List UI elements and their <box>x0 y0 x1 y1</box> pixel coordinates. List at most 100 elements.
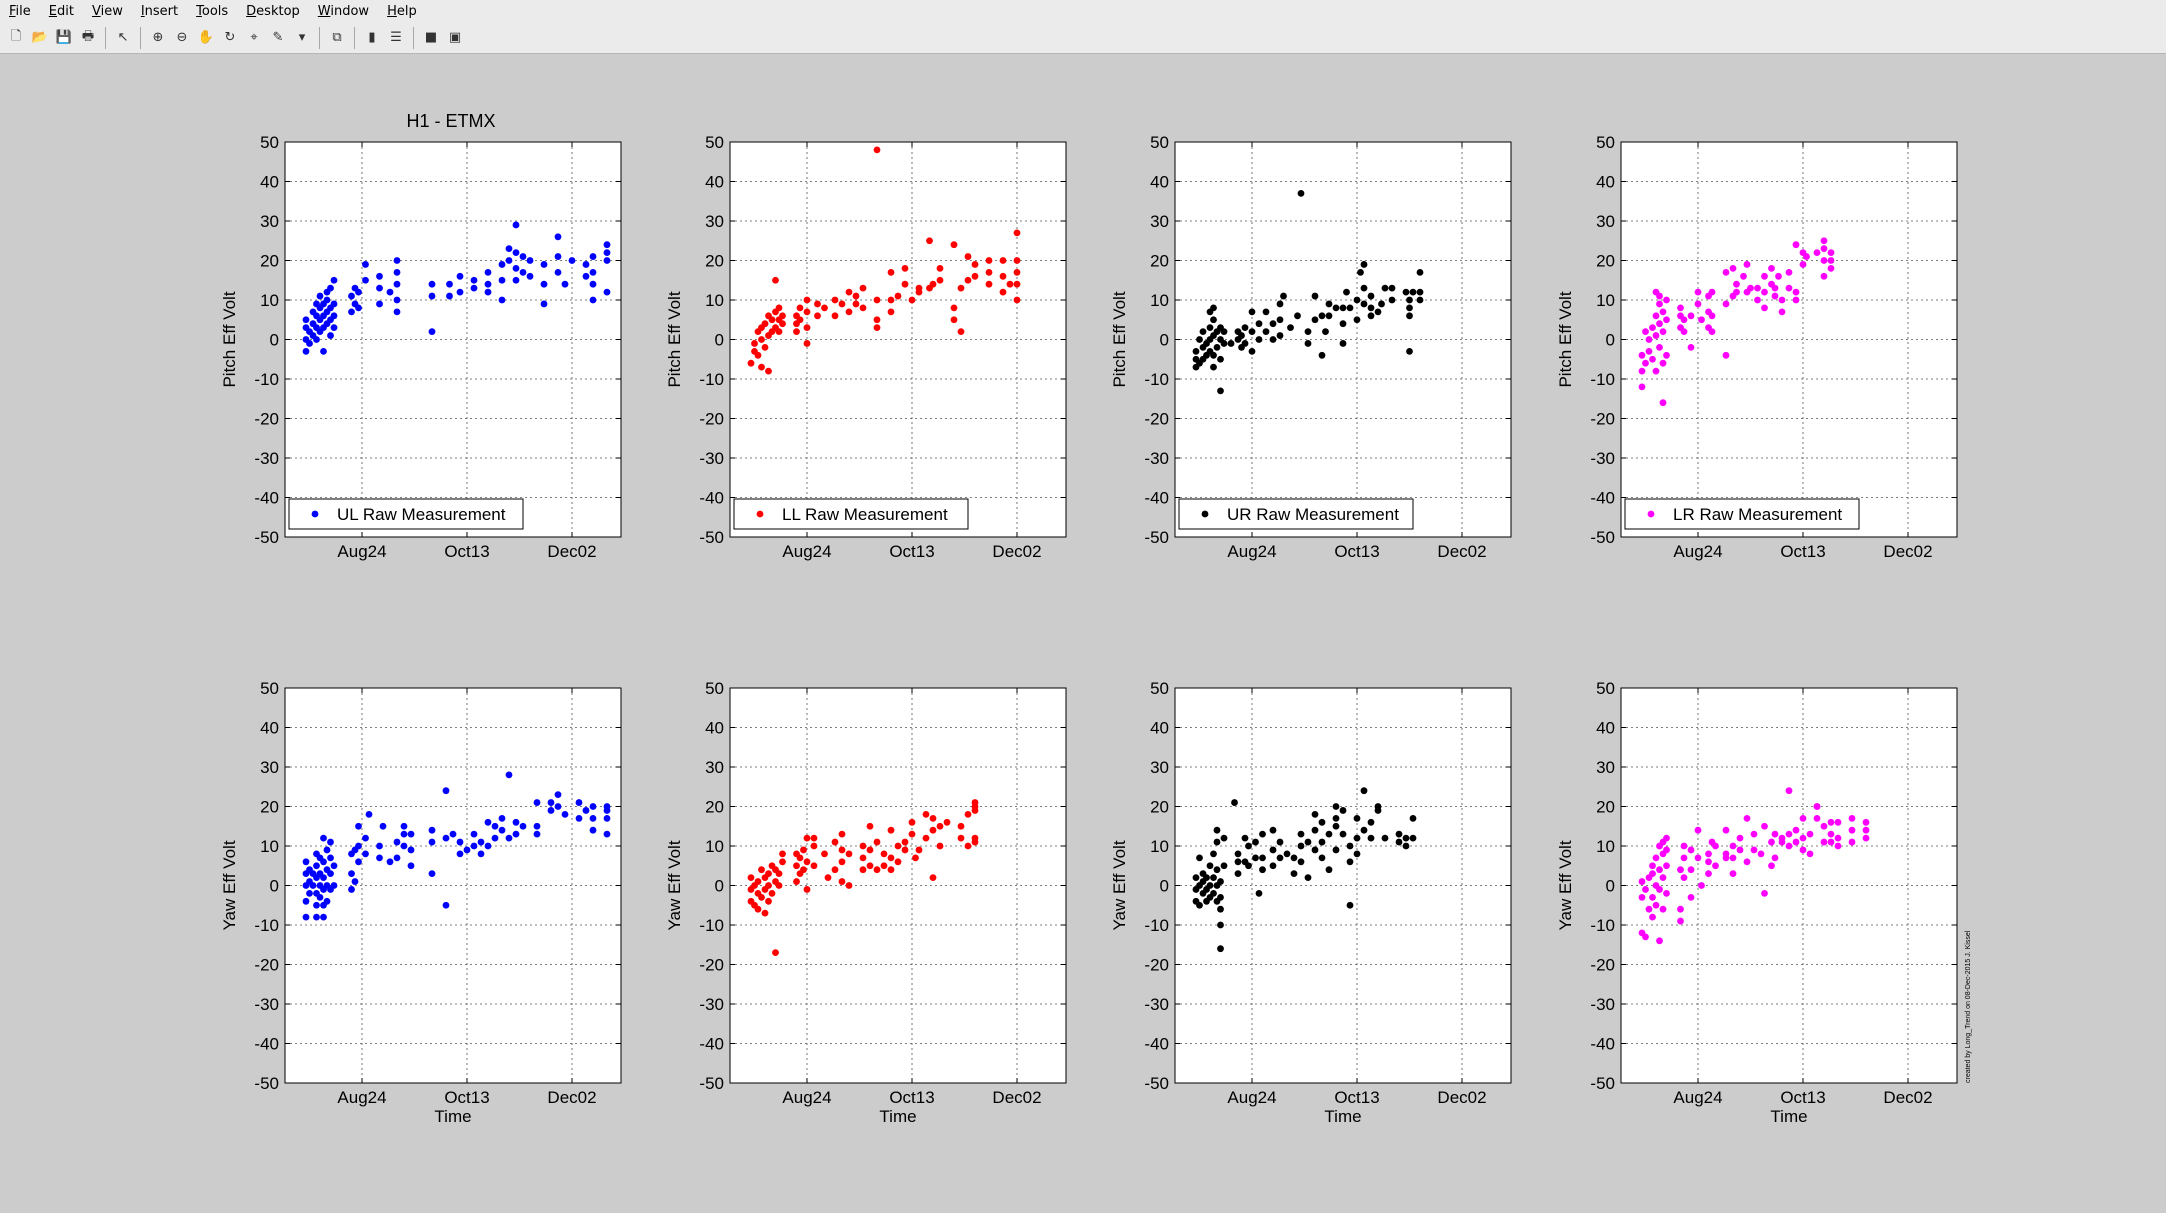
y-tick-label: 50 <box>1150 679 1169 698</box>
data-point <box>1220 862 1228 870</box>
x-tick-label: Aug24 <box>337 542 386 561</box>
data-point <box>1213 866 1221 874</box>
data-point <box>1367 834 1375 842</box>
data-point <box>1813 803 1821 810</box>
x-tick-label: Oct13 <box>1334 542 1379 561</box>
menu-help[interactable]: Help <box>387 3 417 19</box>
data-point <box>1255 320 1263 328</box>
data-point <box>1276 316 1284 324</box>
data-point <box>1771 284 1779 292</box>
menu-tools[interactable]: Tools <box>196 3 229 19</box>
insert-colorbar-icon[interactable]: ▮ <box>368 30 376 45</box>
y-tick-label: 50 <box>260 679 279 698</box>
figure-credit: created by Long_Trend on 08-Dec-2015 J. … <box>1965 930 1972 1083</box>
y-tick-label: -50 <box>254 528 279 547</box>
data-cursor-icon[interactable]: ⌖ <box>250 30 258 45</box>
menu-edit[interactable]: Edit <box>48 3 74 19</box>
data-point <box>1409 834 1417 842</box>
y-tick-label: 0 <box>1160 877 1169 896</box>
data-point <box>985 268 993 276</box>
data-point <box>327 870 334 878</box>
data-point <box>1775 272 1782 280</box>
data-point <box>901 265 909 272</box>
data-point <box>533 822 541 830</box>
menu-desktop[interactable]: Desktop <box>246 3 300 19</box>
data-point <box>1834 842 1842 850</box>
y-tick-label: 40 <box>705 173 724 192</box>
data-point <box>1645 336 1653 343</box>
data-point <box>1013 268 1021 276</box>
data-point <box>1677 905 1684 913</box>
data-point <box>873 316 881 324</box>
show-plot-tools-icon[interactable]: ▣ <box>448 30 462 45</box>
data-point <box>320 347 327 355</box>
data-point <box>908 296 916 304</box>
pan-hand-icon[interactable]: ✋ <box>197 30 215 45</box>
data-point <box>540 300 548 308</box>
zoom-out-icon[interactable]: ⊖ <box>176 30 188 45</box>
y-axis-label: Yaw Eff Volt <box>220 840 239 930</box>
print-icon[interactable]: 🖶 <box>81 28 95 44</box>
y-tick-label: -10 <box>699 370 724 389</box>
data-point <box>880 850 888 858</box>
data-point <box>1374 308 1382 316</box>
data-point <box>512 265 520 272</box>
data-point <box>1325 312 1333 320</box>
data-point <box>1325 866 1333 874</box>
x-tick-label: Aug24 <box>337 1088 386 1107</box>
open-file-icon[interactable]: 📂 <box>31 30 49 45</box>
menu-view[interactable]: View <box>91 3 123 19</box>
y-axis-label: Pitch Eff Volt <box>1110 291 1129 387</box>
data-point <box>1353 814 1361 822</box>
data-point <box>772 949 779 957</box>
data-point <box>302 913 310 921</box>
data-point <box>1722 300 1730 308</box>
insert-legend-icon[interactable]: ☰ <box>390 30 402 45</box>
data-point <box>1367 818 1375 826</box>
data-point <box>1332 814 1340 822</box>
data-point <box>1210 850 1217 858</box>
x-tick-label: Oct13 <box>1334 1088 1379 1107</box>
data-point <box>1276 838 1284 846</box>
y-tick-label: -30 <box>699 449 724 468</box>
data-point <box>1241 834 1249 842</box>
y-tick-label: 10 <box>705 837 724 856</box>
data-point <box>1659 874 1667 881</box>
toolbar-separator <box>105 26 106 49</box>
data-point <box>873 296 881 304</box>
link-plot-icon[interactable]: ⧉ <box>332 30 342 45</box>
data-point <box>470 830 478 838</box>
y-axis-label: Yaw Eff Volt <box>665 840 684 930</box>
save-icon[interactable]: 💾 <box>55 30 73 45</box>
y-tick-label: -40 <box>254 1035 279 1054</box>
data-point <box>1694 826 1702 834</box>
menu-window[interactable]: Window <box>317 3 370 19</box>
y-tick-label: 30 <box>705 758 724 777</box>
data-point <box>505 771 513 779</box>
y-axis-label: Yaw Eff Volt <box>1110 840 1129 930</box>
data-point <box>1806 850 1814 858</box>
menu-insert[interactable]: Insert <box>140 3 179 19</box>
data-point <box>796 316 804 324</box>
new-figure-icon[interactable]: 🗋 <box>10 28 22 44</box>
data-point <box>306 890 313 897</box>
figure-toolbar: 🗋 📂 💾 🖶 ↖ ⊕ ⊖ ✋ ↻ ⌖ ✎ ▾ ⧉ ▮ ☰ ■ ▣ <box>0 22 2166 54</box>
data-point <box>603 249 611 256</box>
data-point <box>768 890 776 897</box>
hide-plot-tools-icon[interactable]: ■ <box>424 30 438 45</box>
data-point <box>589 803 597 810</box>
data-point <box>1406 347 1413 355</box>
brush-icon[interactable]: ✎ <box>272 30 284 45</box>
data-point <box>761 909 769 917</box>
y-tick-label: 40 <box>260 719 279 738</box>
data-point <box>393 308 401 316</box>
data-point <box>1269 862 1277 870</box>
edit-plot-arrow-icon[interactable]: ↖ <box>117 30 129 45</box>
zoom-in-icon[interactable]: ⊕ <box>152 30 164 45</box>
rotate-3d-icon[interactable]: ↻ <box>224 30 236 45</box>
dropdown-arrow-icon[interactable]: ▾ <box>298 30 306 45</box>
data-point <box>1834 834 1842 842</box>
data-point <box>765 897 772 905</box>
menu-file[interactable]: File <box>9 3 31 19</box>
data-point <box>873 146 881 154</box>
